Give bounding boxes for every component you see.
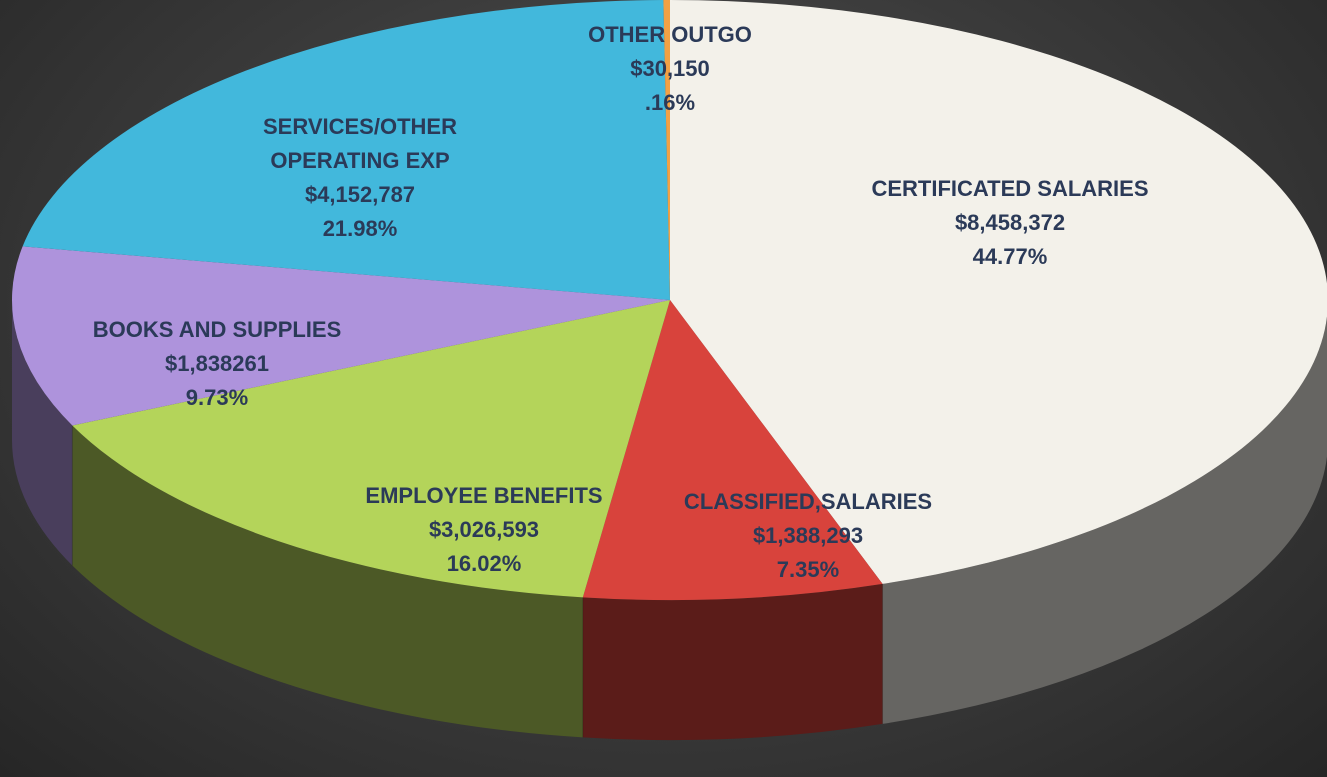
percent-label: 44.77%	[972, 244, 1048, 269]
data-label: CLASSIFIED,SALARIES $1,388,293 7.35%	[684, 485, 932, 587]
amount-label: $3,026,593	[428, 517, 540, 542]
percent-label: .16%	[644, 90, 696, 115]
amount-label: $1,388,293	[752, 523, 864, 548]
slice	[670, 0, 1327, 584]
category-label: OTHER OUTGO	[588, 22, 752, 47]
category-label: SERVICES/OTHER OPERATING EXP	[263, 114, 457, 173]
data-label: EMPLOYEE BENEFITS $3,026,593 16.02%	[365, 479, 602, 581]
percent-label: 21.98%	[322, 216, 398, 241]
category-label: EMPLOYEE BENEFITS	[365, 483, 603, 508]
data-label: SERVICES/OTHER OPERATING EXP $4,152,787 21…	[245, 110, 475, 246]
percent-label: 9.73%	[185, 385, 249, 410]
data-label: BOOKS AND SUPPLIES $1,838261 9.73%	[93, 313, 342, 415]
slice	[663, 0, 670, 300]
category-label: CLASSIFIED,SALARIES	[683, 489, 933, 514]
slice	[11, 246, 670, 426]
percent-label: 7.35%	[776, 557, 840, 582]
data-label: CERTIFICATED SALARIES $8,458,372 44.77%	[871, 172, 1148, 274]
slice-side	[72, 425, 583, 738]
amount-label: $1,838261	[165, 351, 269, 376]
data-label: OTHER OUTGO $30,150 .16%	[588, 18, 752, 120]
category-label: CERTIFICATED SALARIES	[871, 176, 1149, 201]
amount-label: $8,458,372	[954, 210, 1066, 235]
percent-label: 16.02%	[446, 551, 522, 576]
amount-label: $4,152,787	[304, 182, 416, 207]
slice	[22, 0, 670, 300]
amount-label: $30,150	[630, 56, 710, 81]
slice-side	[12, 300, 73, 566]
category-label: BOOKS AND SUPPLIES	[92, 317, 342, 342]
slice	[582, 300, 883, 600]
slice	[72, 300, 670, 598]
slice-side	[582, 583, 883, 740]
slice-side	[882, 315, 1327, 724]
